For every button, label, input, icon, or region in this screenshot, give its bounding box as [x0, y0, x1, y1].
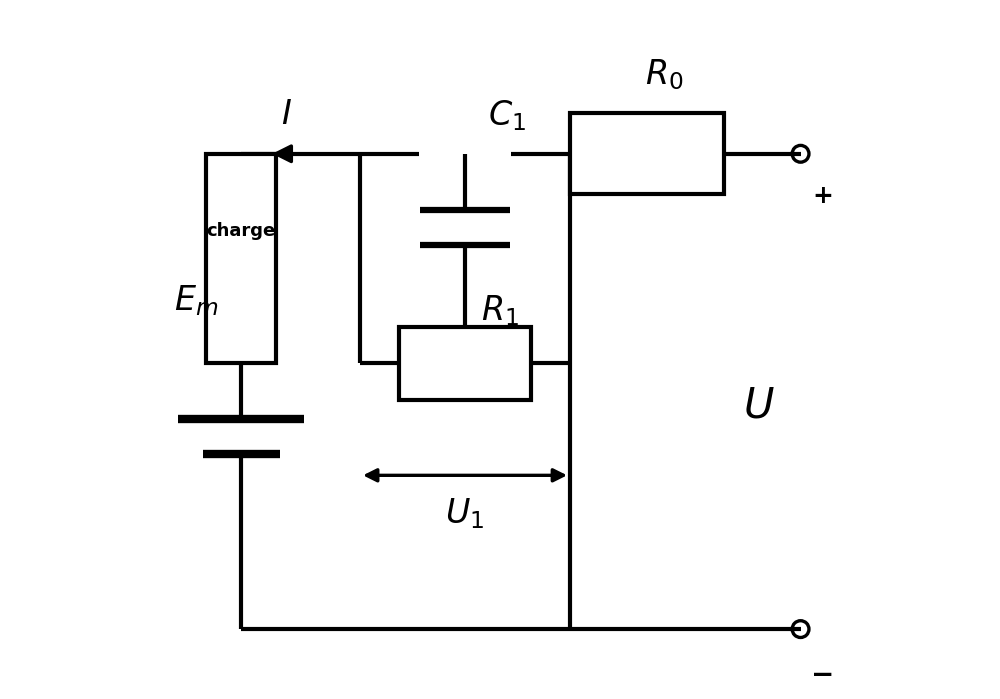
Text: $I$: $I$	[281, 99, 292, 131]
Text: −: −	[811, 661, 835, 689]
Text: +: +	[813, 184, 833, 208]
Bar	[570, 113, 724, 194]
Text: $U_1$: $U_1$	[445, 496, 485, 531]
Bar	[399, 327, 531, 400]
Text: charge: charge	[207, 222, 276, 240]
Text: $R_1$: $R_1$	[481, 294, 519, 329]
Bar	[206, 154, 276, 363]
Text: $U$: $U$	[743, 384, 774, 426]
Text: $R_0$: $R_0$	[645, 57, 683, 92]
Text: $E_m$: $E_m$	[174, 283, 218, 318]
Text: $C_1$: $C_1$	[488, 98, 526, 133]
